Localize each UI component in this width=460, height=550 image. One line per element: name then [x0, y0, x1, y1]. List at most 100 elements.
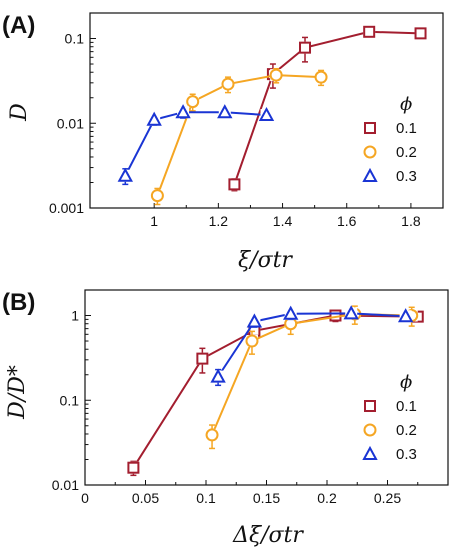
data-point [245, 334, 259, 348]
marker-bg [186, 95, 199, 108]
data-point [196, 352, 209, 365]
legend-marker [363, 145, 377, 159]
data-point [228, 178, 241, 191]
marker-bg [206, 428, 219, 441]
marker-bg [218, 106, 231, 119]
panel-label: (A) [2, 12, 35, 39]
marker-bg [260, 109, 273, 122]
series-line [124, 111, 267, 177]
series-square [127, 309, 424, 477]
data-point [186, 95, 200, 109]
marker-bg [284, 307, 297, 320]
data-point [258, 106, 275, 122]
marker-bg [270, 69, 283, 82]
series-line [211, 313, 412, 436]
marker-bg [363, 25, 376, 38]
plot-frame [89, 12, 444, 209]
panel-label: (B) [2, 289, 35, 316]
x-tick-label: 0.05 [132, 490, 159, 506]
data-point [363, 25, 376, 38]
legend-marker [363, 423, 377, 437]
legend-marker [364, 400, 376, 412]
legend-label: 0.1 [396, 120, 417, 137]
legend-marker [362, 445, 378, 460]
y-tick-label: 0.001 [49, 200, 84, 216]
data-point [283, 305, 299, 320]
marker-bg [345, 307, 358, 320]
legend-label: 0.2 [396, 144, 417, 161]
series-line [156, 74, 322, 196]
chart-panel-b: (B) 0 0.05 0.1 0.15 0.2 0.25 0.01 0.1 1 Δξ/σtr D/D*… [2, 289, 449, 548]
data-point [205, 428, 219, 442]
legend-label: 0.3 [396, 446, 417, 463]
legend-label: 0.2 [396, 422, 417, 439]
marker-bg [284, 317, 297, 330]
marker-bg [414, 27, 427, 40]
data-point [127, 461, 140, 474]
marker-bg [119, 169, 132, 182]
x-tick-label: 1 [150, 213, 158, 229]
y-axis-label: D/D* [5, 365, 30, 420]
series-square [228, 25, 427, 192]
marker-bg [245, 335, 258, 348]
y-tick-label: 0.01 [52, 477, 79, 493]
marker-bg [221, 78, 234, 91]
data-point [117, 167, 133, 182]
marker-bg [315, 71, 328, 84]
marker-bg [248, 315, 261, 328]
x-tick-label: 1.2 [209, 213, 229, 229]
marker-bg [151, 189, 164, 202]
legend-marker [362, 167, 378, 182]
x-tick-label: 0.2 [317, 490, 337, 506]
y-tick-label: 0.1 [65, 31, 85, 47]
series-triangle [117, 104, 275, 186]
x-tick-label: 0 [81, 490, 89, 506]
marker-bg [299, 41, 312, 54]
marker-bg [196, 352, 209, 365]
x-tick-label: 0.25 [374, 490, 401, 506]
y-axis-label: D [7, 103, 32, 122]
x-axis-label: ξ/σtr [238, 248, 293, 273]
x-tick-label: 1.8 [401, 213, 421, 229]
data-point [210, 368, 226, 383]
data-point [343, 305, 359, 320]
data-point [299, 41, 312, 54]
series-line [132, 314, 418, 469]
data-point [314, 70, 328, 84]
legend: ϕ 0.1 0.2 0.3 [362, 94, 417, 185]
data-point [146, 111, 162, 126]
data-point [150, 189, 164, 203]
legend-marker [364, 122, 376, 134]
series-line [233, 30, 421, 185]
x-axis-label: Δξ/σtr [232, 523, 304, 548]
marker-bg [212, 370, 225, 383]
legend-label: 0.3 [396, 168, 417, 185]
data-point [221, 77, 235, 91]
legend: ϕ 0.1 0.2 0.3 [362, 372, 417, 463]
x-tick-label: 1.6 [337, 213, 357, 229]
marker-bg [228, 178, 241, 191]
legend-label: 0.1 [396, 398, 417, 415]
data-point [414, 27, 427, 40]
marker-bg [148, 113, 161, 126]
x-tick-label: 0.15 [253, 490, 280, 506]
marker-bg [127, 461, 140, 474]
series-circle [205, 305, 419, 450]
data-point [217, 104, 233, 119]
series-triangle [210, 305, 414, 387]
data-point [269, 68, 283, 82]
y-tick-label: 0.1 [60, 392, 80, 408]
chart-panel-a: (A) 1 1.2 1.4 1.6 1.8 0.001 0.01 0.1 ξ/σtr D ϕ 0.1 0.… [2, 12, 444, 273]
data-point [246, 313, 263, 328]
series-circle [150, 67, 328, 206]
x-tick-label: 1.4 [273, 213, 293, 229]
marker-bg [399, 310, 412, 323]
data-point [397, 308, 414, 323]
data-point [175, 104, 191, 119]
y-tick-label: 1 [71, 308, 79, 324]
legend-title: ϕ [400, 94, 412, 115]
y-tick-label: 0.01 [57, 115, 84, 131]
legend-title: ϕ [400, 372, 412, 393]
marker-bg [177, 106, 190, 119]
